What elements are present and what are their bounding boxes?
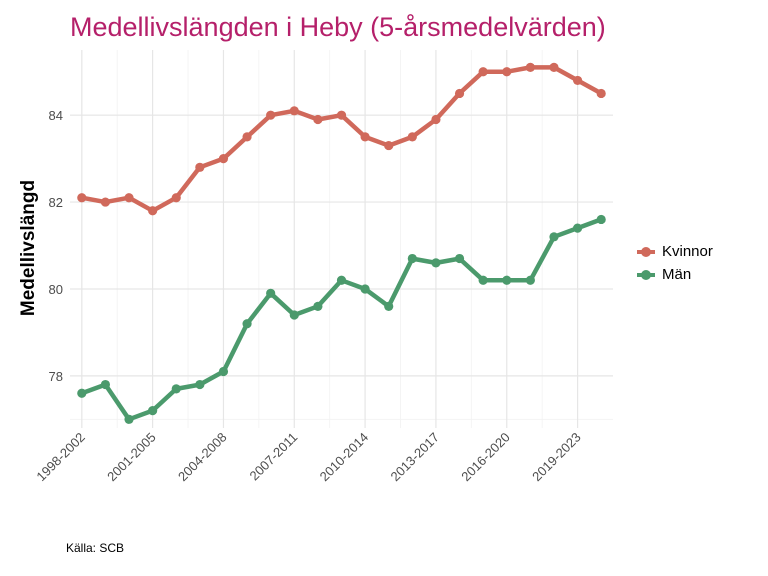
x-tick-label: 2007-2011 [247,430,301,484]
data-point [289,310,299,320]
data-point [336,275,347,285]
legend-key-kvinnor [636,245,656,259]
legend-item-kvinnor: Kvinnor [636,240,713,263]
x-tick-label: 2016-2020 [458,430,513,485]
chart-title: Medellivslängden i Heby (5-årsmedelvärde… [70,12,606,42]
y-tick-label: 84 [49,108,63,123]
data-point [596,88,606,99]
data-point [360,284,370,294]
data-point [478,67,488,77]
data-point [454,253,465,264]
data-point [336,110,347,120]
data-point [242,132,252,142]
x-tick-label: 2010-2014 [317,430,372,485]
data-point [266,110,276,120]
data-point [360,132,370,142]
x-tick-label: 2013-2017 [387,430,442,485]
source-note: Källa: SCB [66,541,125,555]
data-point [525,62,535,72]
data-point [218,366,229,377]
data-point [148,406,158,416]
y-tick-label: 80 [49,282,63,297]
legend-key-man [636,268,656,282]
data-point [100,379,111,390]
data-point [195,162,205,172]
x-tick-label: 1998-2002 [33,430,88,485]
data-point [454,88,465,99]
data-point [266,288,276,298]
data-point [502,275,512,285]
x-tick-label: 2019-2023 [529,430,584,485]
series-line-0 [79,65,604,214]
data-point [218,154,229,164]
y-tick-label: 78 [49,369,63,384]
data-point [407,132,417,142]
data-point [384,301,394,311]
legend-item-man: Män [636,263,713,286]
data-point [100,197,111,207]
data-point [596,214,606,225]
data-point [549,232,559,242]
data-point [171,384,181,394]
data-point [525,275,535,285]
data-point [572,223,583,233]
y-tick-label: 82 [49,195,63,210]
legend: Kvinnor Män [636,240,713,286]
data-point [313,114,323,125]
data-point [502,67,512,77]
data-point [195,379,205,390]
series-line-1 [79,217,604,422]
data-point [242,319,252,329]
data-point [431,114,441,125]
data-point [289,106,299,116]
x-tick-label: 2004-2008 [175,430,230,485]
data-point [313,301,323,311]
data-point [478,275,488,285]
data-point [124,193,134,203]
data-point [171,193,181,203]
data-point [572,75,583,86]
data-point [431,258,441,268]
data-point [77,388,87,398]
data-point [148,206,158,216]
data-point [384,140,394,151]
legend-label-man: Män [662,266,692,283]
data-point [549,62,559,72]
data-point [77,193,87,203]
x-tick-label: 2001-2005 [104,430,159,485]
data-point [124,414,134,424]
legend-label-kvinnor: Kvinnor [662,243,713,260]
data-point [407,253,417,264]
